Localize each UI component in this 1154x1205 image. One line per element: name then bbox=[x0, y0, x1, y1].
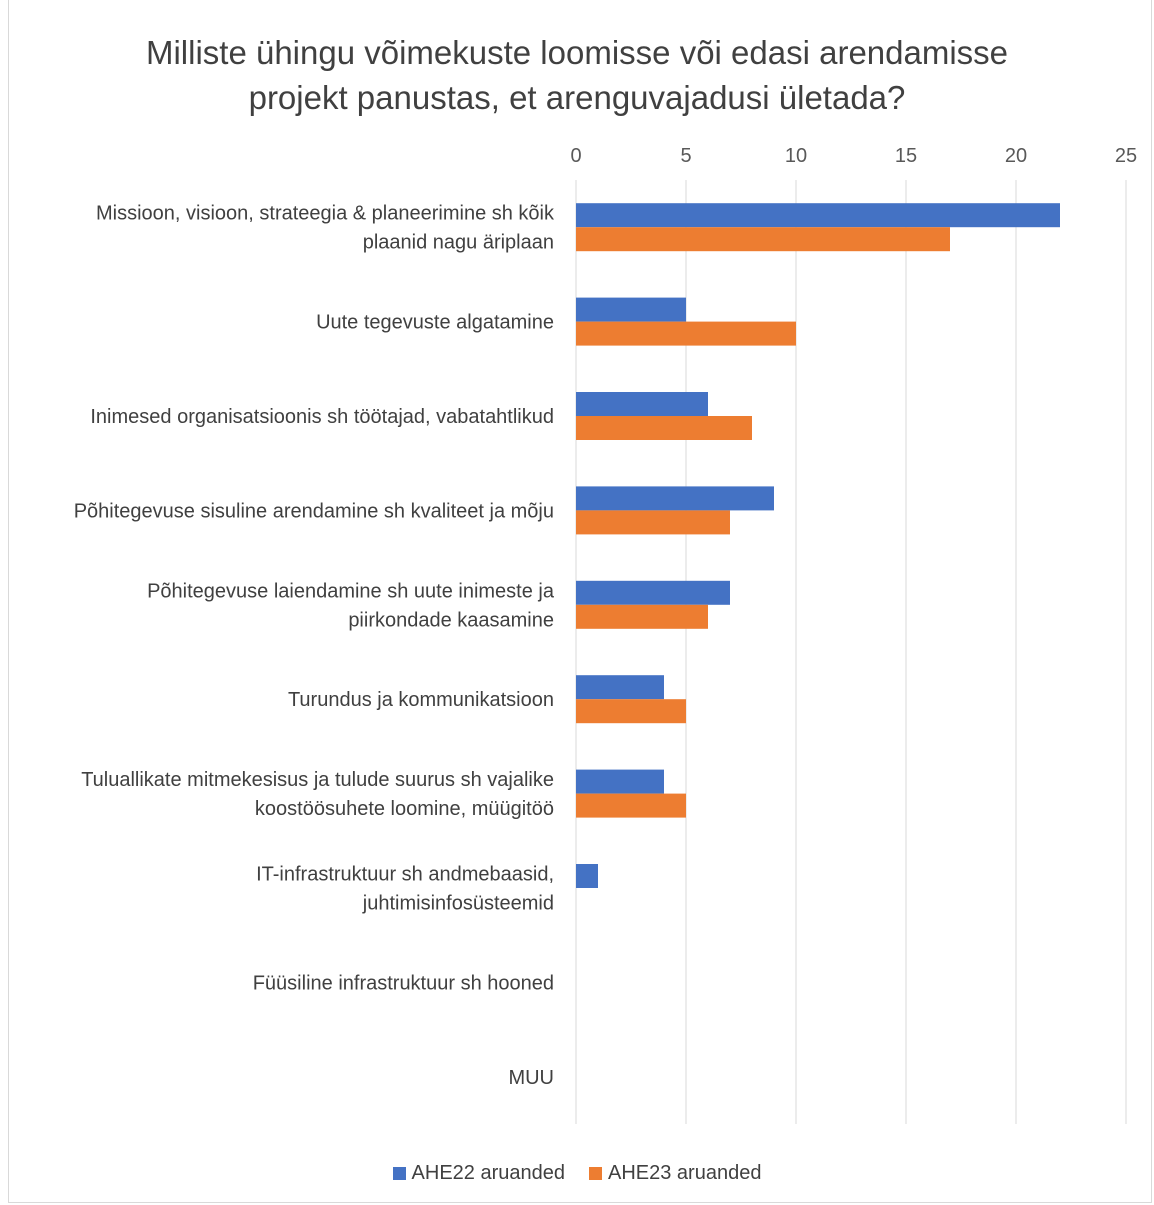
category-label: juhtimisinfosüsteemid bbox=[362, 893, 554, 915]
category-label: Inimesed organisatsioonis sh töötajad, v… bbox=[90, 406, 554, 428]
legend-swatch-ahe22 bbox=[392, 1167, 406, 1180]
bar-ahe23 bbox=[576, 793, 686, 818]
bar-ahe22 bbox=[576, 297, 686, 322]
bar-ahe22 bbox=[576, 203, 1060, 228]
bar-ahe22 bbox=[576, 486, 774, 511]
x-tick-label: 25 bbox=[1115, 145, 1137, 167]
bar-ahe23 bbox=[576, 227, 950, 252]
legend-label-ahe22: AHE22 aruanded bbox=[411, 1162, 565, 1184]
category-label: Põhitegevuse laiendamine sh uute inimest… bbox=[147, 580, 555, 602]
category-label: Tuluallikate mitmekesisus ja tulude suur… bbox=[81, 769, 554, 791]
bar-ahe22 bbox=[576, 580, 730, 605]
category-label: Turundus ja kommunikatsioon bbox=[288, 689, 554, 711]
category-label: Füüsiline infrastruktuur sh hooned bbox=[253, 972, 554, 994]
chart-title: Milliste ühingu võimekuste loomisse või … bbox=[0, 30, 1154, 120]
bar-ahe23 bbox=[576, 604, 708, 629]
bar-ahe23 bbox=[576, 510, 730, 535]
bar-ahe23 bbox=[576, 699, 686, 724]
bar-ahe23 bbox=[576, 416, 752, 440]
legend-label-ahe23: AHE23 aruanded bbox=[608, 1162, 762, 1184]
bar-ahe22 bbox=[576, 675, 664, 700]
legend-swatch-ahe23 bbox=[589, 1167, 602, 1180]
category-label: Missioon, visioon, strateegia & planeeri… bbox=[96, 203, 555, 225]
category-label: Uute tegevuste algatamine bbox=[316, 312, 554, 334]
category-label: IT-infrastruktuur sh andmebaasid, bbox=[256, 864, 554, 886]
x-tick-label: 15 bbox=[895, 145, 917, 167]
x-tick-label: 5 bbox=[680, 145, 691, 167]
bar-ahe22 bbox=[576, 769, 664, 794]
bar-ahe22 bbox=[576, 392, 708, 416]
chart-title-line-1: Milliste ühingu võimekuste loomisse või … bbox=[145, 34, 1009, 71]
category-label: MUU bbox=[508, 1067, 554, 1089]
category-label: Põhitegevuse sisuline arendamine sh kval… bbox=[74, 500, 554, 522]
x-tick-label: 20 bbox=[1005, 145, 1027, 167]
category-label: plaanid nagu äriplaan bbox=[363, 232, 554, 254]
bar-ahe22 bbox=[576, 864, 598, 888]
category-label: piirkondade kaasamine bbox=[348, 609, 554, 631]
category-label: koostöösuhete loomine, müügitöö bbox=[255, 798, 554, 820]
legend: AHE22 aruanded AHE23 aruanded bbox=[0, 1162, 1154, 1185]
legend-item-ahe23: AHE23 aruanded bbox=[589, 1162, 761, 1185]
chart-title-line-2: projekt panustas, et arenguvajadusi ület… bbox=[248, 79, 906, 116]
x-tick-label: 0 bbox=[570, 145, 581, 167]
bar-ahe23 bbox=[576, 321, 796, 346]
x-tick-label: 10 bbox=[785, 145, 807, 167]
legend-item-ahe22: AHE22 aruanded bbox=[392, 1162, 565, 1185]
